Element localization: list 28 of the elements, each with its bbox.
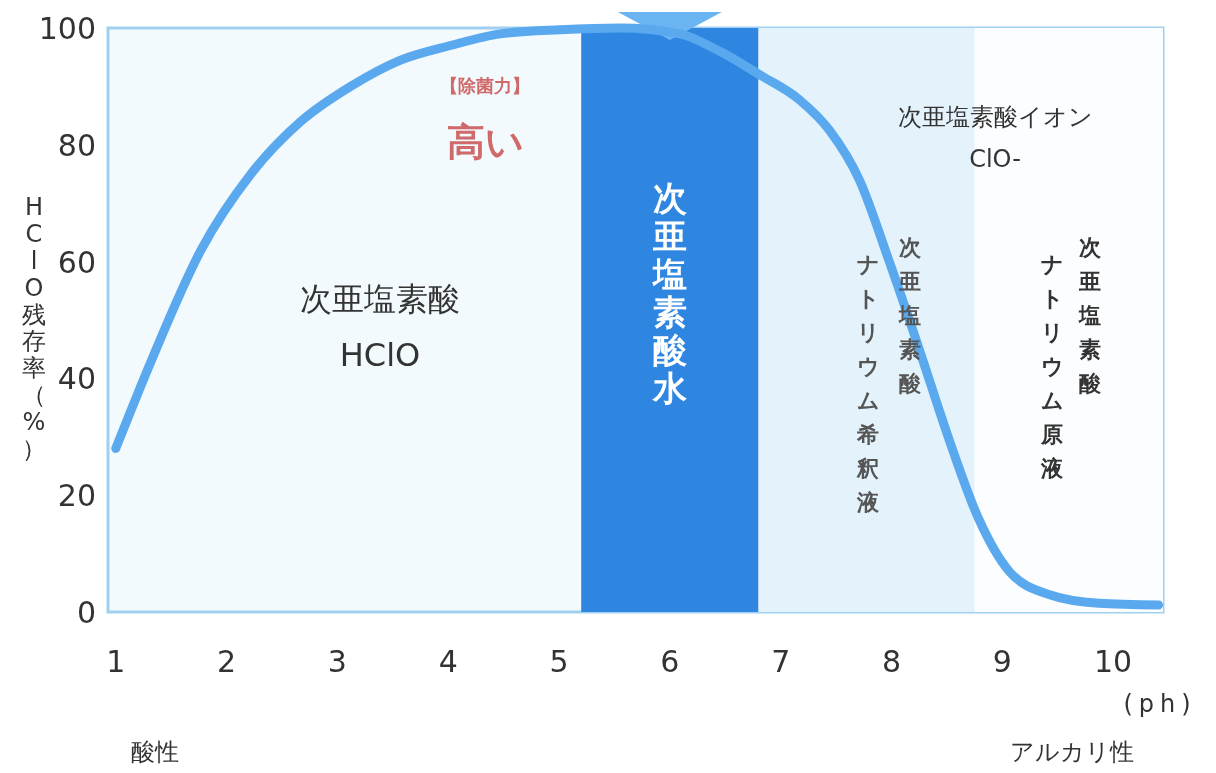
y-tick-label: 100 xyxy=(38,11,96,46)
band-label: 次亜塩素酸水 xyxy=(650,178,687,409)
annotation: 高い xyxy=(446,120,524,164)
x-tick-label: 3 xyxy=(327,644,347,679)
annotation: 次亜塩素酸 HClO xyxy=(300,280,460,374)
annotation: 次亜塩素酸イオン ClO- xyxy=(897,103,1093,173)
annotation: ナトリウム原液 xyxy=(1040,252,1064,481)
x-tick-label: 7 xyxy=(771,644,791,679)
y-tick-label: 40 xyxy=(57,361,96,397)
x-tick-label: 9 xyxy=(992,644,1012,679)
y-tick-label: 20 xyxy=(57,478,96,514)
annotation: ナトリウム希釈液 xyxy=(856,252,880,515)
annotation: 【除菌力】 xyxy=(440,75,530,96)
x-axis-title: (ph) xyxy=(1123,690,1197,718)
x-tick-label: 8 xyxy=(881,644,902,679)
y-tick-label: 0 xyxy=(76,595,96,630)
x-tick-label: 1 xyxy=(106,644,126,679)
text: アルカリ性 xyxy=(1010,738,1134,766)
text: HClO残存率（%） xyxy=(22,193,46,463)
y-tick-label: 80 xyxy=(57,127,96,163)
x-tick-label: 4 xyxy=(438,644,458,679)
x-tick-label: 2 xyxy=(217,644,237,679)
y-tick-label: 60 xyxy=(57,244,96,280)
x-tick-label: 6 xyxy=(660,644,680,679)
annotation: 次亜塩素酸 xyxy=(1078,235,1102,396)
x-tick-label: 10 xyxy=(1094,644,1133,679)
x-tick-label: 5 xyxy=(549,644,569,679)
text: 酸性 xyxy=(131,738,179,766)
